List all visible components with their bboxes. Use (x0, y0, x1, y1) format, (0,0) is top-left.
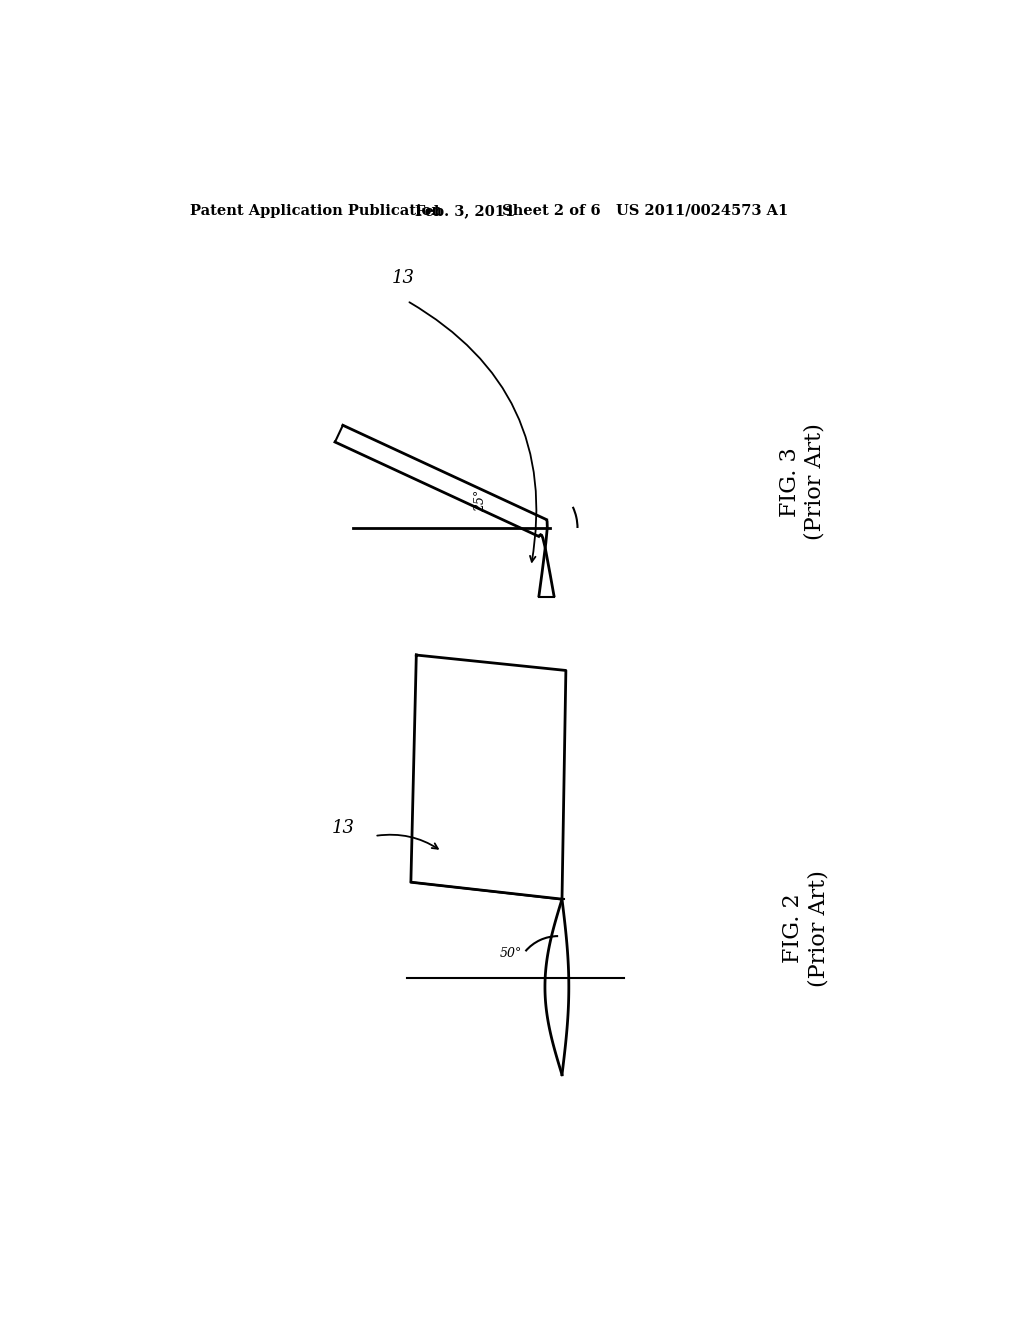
Text: Sheet 2 of 6: Sheet 2 of 6 (502, 203, 600, 218)
Text: 25°: 25° (474, 490, 487, 512)
Text: Patent Application Publication: Patent Application Publication (190, 203, 442, 218)
Text: Feb. 3, 2011: Feb. 3, 2011 (415, 203, 515, 218)
Text: US 2011/0024573 A1: US 2011/0024573 A1 (616, 203, 788, 218)
Text: FIG. 3
(Prior Art): FIG. 3 (Prior Art) (778, 424, 826, 540)
Text: FIG. 2
(Prior Art): FIG. 2 (Prior Art) (782, 870, 829, 987)
Text: 50°: 50° (500, 948, 522, 961)
Text: 13: 13 (391, 269, 415, 286)
Text: 13: 13 (332, 820, 355, 837)
